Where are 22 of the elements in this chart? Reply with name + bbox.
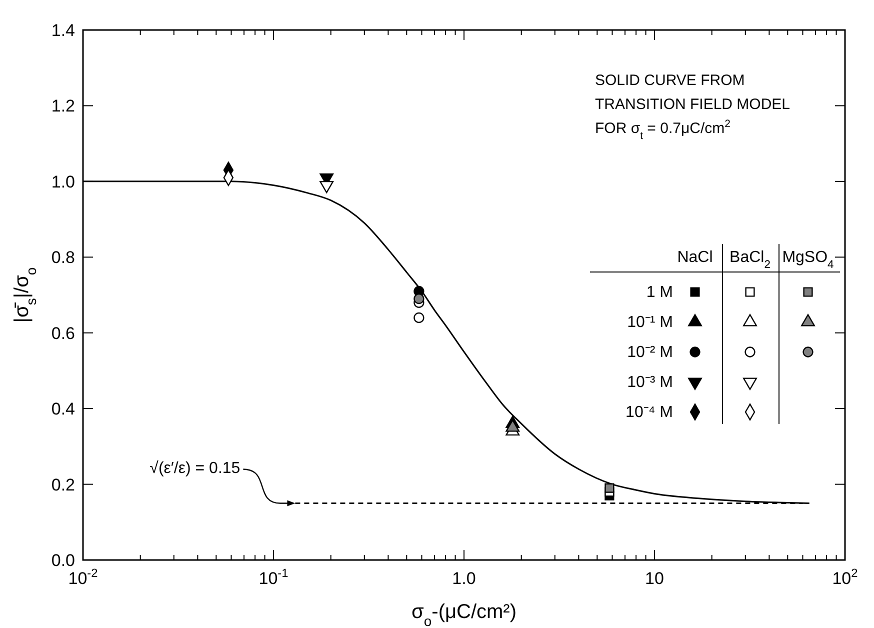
y-tick-label: 1.2 <box>51 96 75 116</box>
legend-label: 10⁻¹ M <box>627 314 673 331</box>
legend-label: 1 M <box>646 284 673 301</box>
x-tick-label: 10 <box>645 569 664 588</box>
legend-label: 10⁻⁴ M <box>626 404 673 421</box>
legend-label: 10⁻² M <box>627 344 673 361</box>
annotation: √(ε′/ε) = 0.15 <box>150 460 240 478</box>
y-tick-label: 0.4 <box>51 400 75 419</box>
annotation: BaCl$_{2}$ <box>730 249 770 271</box>
annotation: SOLID CURVE FROM TRANSITION FIELD MODEL FOR σ$_{t}$ = 0.7μC/cm$^{2}$ <box>595 72 790 142</box>
x-tick-label: 1.0 <box>452 569 476 588</box>
x-axis-title: σ$_{o}$-(μC/cm²) <box>412 601 516 628</box>
y-tick-label: 0.6 <box>51 324 75 343</box>
annotation: MgSO$_{4}$ <box>782 249 834 271</box>
y-tick-label: 0.2 <box>51 475 75 494</box>
x-tick-label: 10$^{2}$ <box>832 566 858 588</box>
y-tick-label: 1.4 <box>51 21 75 40</box>
legend-label: 10⁻³ M <box>627 374 673 391</box>
y-tick-label: 1.0 <box>51 172 75 192</box>
y-tick-label: 0.8 <box>51 248 75 268</box>
x-tick-label: 10$^{-1}$ <box>258 566 289 588</box>
annotation: NaCl <box>677 249 713 266</box>
